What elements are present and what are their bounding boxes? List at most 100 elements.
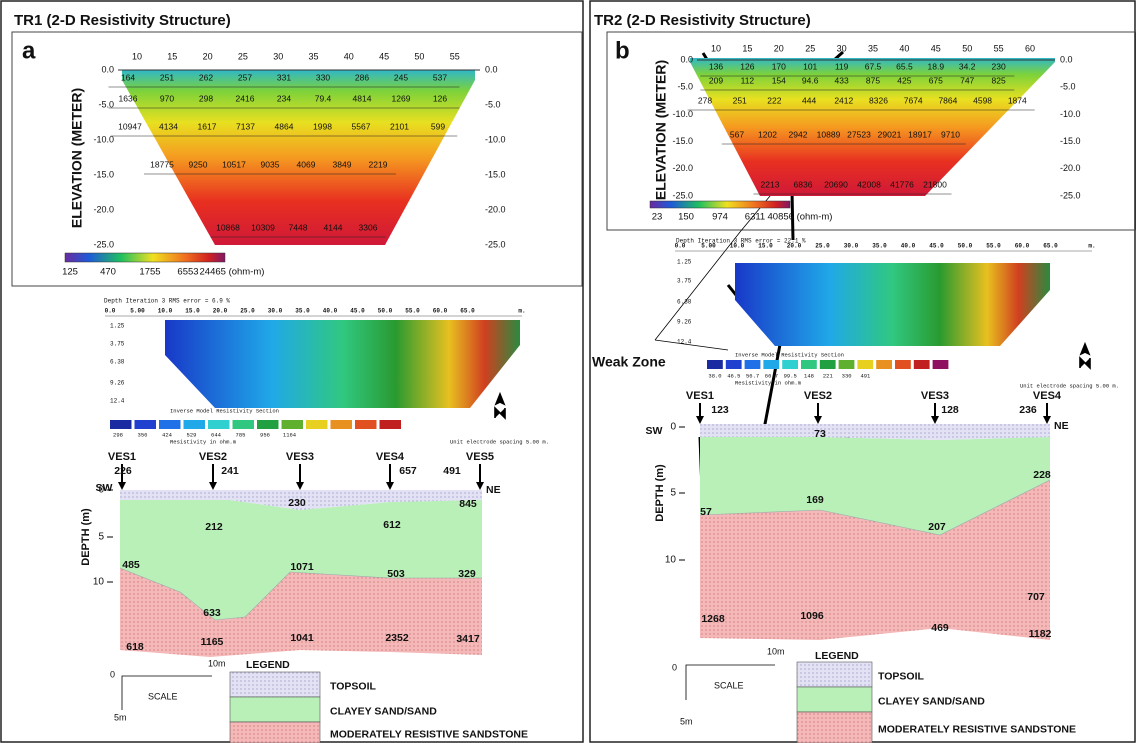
layer-value: 612 [383,519,401,531]
inverse-legend-unit: Resistivity in ohm.m [170,438,237,445]
x-tick-label: 35 [308,51,318,61]
cell-value: 4069 [297,159,316,169]
legend-swatch [230,672,320,697]
y-tick-label: -15.0 [672,136,693,146]
cell-value: 331 [277,72,291,82]
cell-value: 2416 [236,93,255,103]
legend-item: CLAYEY SAND/SAND [330,705,437,717]
y-tick-label: -10.0 [1060,109,1081,119]
legend-swatch [282,420,304,429]
colorbar-label: 470 [100,267,116,278]
colorbar-label: 150 [678,212,694,223]
ves-label: VES4 [376,451,405,463]
legend-swatch [797,662,872,687]
cell-value: 164 [121,72,135,82]
inverse-x-tick: 5.00 [701,243,716,250]
cell-value: 27523 [847,129,871,139]
cell-value: 79.4 [315,93,332,103]
colorbar-label: 23 [652,212,663,223]
cell-value: 7674 [904,95,923,105]
y-tick-label: -25.0 [1060,190,1081,200]
cell-value: 1636 [119,93,138,103]
cell-value: 170 [772,61,786,71]
legend-title: LEGEND [246,659,290,671]
x-tick-label: 20 [203,51,213,61]
layer-value: 2352 [385,632,409,644]
inverse-x-tick: 60.0 [1015,243,1030,250]
cell-value: 18775 [150,159,174,169]
inverse-header: Depth Iteration 3 RMS error = 6.9 % [104,298,230,305]
inverse-x-tick: m. [1088,243,1095,250]
layer-value: 503 [387,568,405,580]
layer-value: 228 [1033,469,1051,481]
inverse-x-tick: 20.0 [787,243,802,250]
ves-arrowhead [814,416,822,424]
panel-letter: b [615,37,630,64]
inverse-legend-value: 330 [842,372,852,379]
legend-item: MODERATELY RESISTIVE SANDSTONE [878,723,1076,735]
cell-value: 245 [394,72,408,82]
legend-swatch [306,420,328,429]
ves-arrowhead [118,482,126,490]
cell-value: 230 [992,61,1006,71]
electrode-spacing: Unit electrode spacing 5.00 m. [1020,382,1119,389]
colorbar-label: 40856 (ohm-m) [768,212,833,223]
inverse-legend-value: 46.5 [727,372,740,379]
cell-value: 970 [160,93,174,103]
cell-value: 112 [741,75,755,85]
legend-item: TOPSOIL [878,670,924,682]
y-tick-label: -5.0 [1060,82,1076,92]
cell-value: 599 [431,121,445,131]
scale-label: SCALE [148,691,178,701]
cell-value: 286 [355,72,369,82]
legend-swatch [233,420,255,429]
x-tick-label: 20 [774,43,784,53]
sw-label: SW [646,425,663,437]
ves-value: 491 [443,465,461,477]
cell-value: 18.9 [928,61,945,71]
x-tick-label: 15 [742,43,752,53]
ves-label: VES3 [286,451,314,463]
inverse-x-tick: 10.0 [158,308,173,315]
layer-value: 329 [458,568,476,580]
electrode-spacing: Unit electrode spacing 5.00 m. [450,438,549,445]
inverse-legend-value: 529 [187,431,197,438]
y-tick-label: 0.0 [485,64,498,74]
inverse-x-tick: 50.0 [958,243,973,250]
layer-value: 485 [122,559,140,571]
y-tick-label: -20.0 [672,163,693,173]
inverse-x-tick: m. [518,308,525,315]
colorbar-label: 6553 [177,267,198,278]
guide-line [655,340,728,350]
cell-value: 119 [835,61,849,71]
legend-swatch [110,420,132,429]
legend-swatch [159,420,181,429]
cell-value: 433 [835,75,849,85]
legend-swatch [135,420,157,429]
y-tick-label: -15.0 [93,169,114,179]
cell-value: 126 [433,93,447,103]
legend-swatch [797,712,872,743]
cell-value: 5567 [352,121,371,131]
inverse-legend-value: 356 [138,431,148,438]
cell-value: 10947 [118,121,142,131]
cell-value: 67.5 [865,61,882,71]
scale-ten: 10m [208,658,226,668]
cell-value: 222 [767,95,781,105]
colorbar [650,201,790,208]
x-tick-label: 45 [379,51,389,61]
cell-value: 126 [740,61,754,71]
y-tick-label: -25.0 [485,239,506,249]
legend-swatch [801,360,817,369]
inverse-depth: 12.4 [677,339,692,346]
inverse-legend-value: 66.7 [765,372,778,379]
inverse-depth: 1.25 [677,259,692,266]
inverse-legend-value: 56.7 [746,372,759,379]
depth-label: DEPTH (m) [80,508,92,566]
inverse-x-tick: 35.0 [295,308,310,315]
ves-arrowhead [386,482,394,490]
x-tick-label: 35 [868,43,878,53]
cell-value: 234 [277,93,291,103]
scale-ten: 10m [767,646,785,656]
inverse-depth: 3.75 [677,278,692,285]
